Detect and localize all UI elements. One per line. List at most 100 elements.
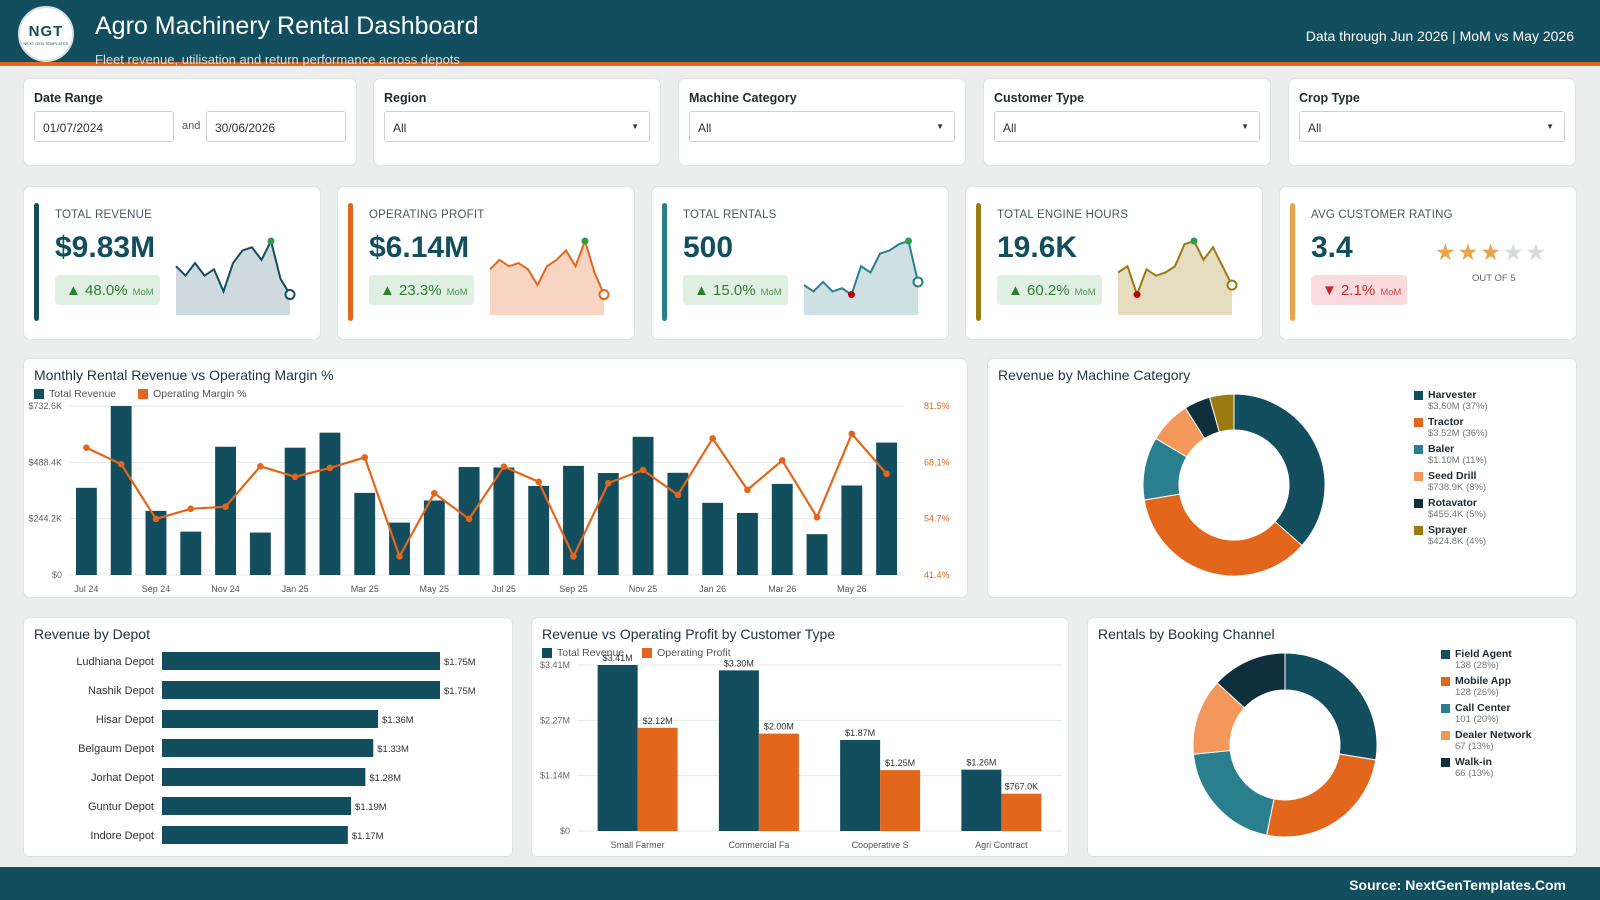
margin-point[interactable] [465,515,473,523]
profit-bar[interactable] [758,733,799,831]
margin-point[interactable] [431,489,438,497]
customer-type-select[interactable]: All ▼ [994,111,1260,142]
donut-slice[interactable] [1284,652,1378,761]
margin-point[interactable] [291,473,299,481]
donut-slice[interactable] [1233,393,1326,547]
donut-slice[interactable] [1209,393,1235,433]
revenue-bar[interactable] [961,769,1002,831]
revenue-bar[interactable] [284,447,306,575]
revenue-bar[interactable] [528,485,550,575]
margin-point[interactable] [848,430,856,438]
donut-slice[interactable] [1216,652,1286,709]
margin-point[interactable] [744,486,751,494]
margin-point[interactable] [570,553,577,560]
donut-slice[interactable] [1266,753,1377,838]
depot-bar[interactable] [162,652,440,670]
legend-swatch [138,389,149,399]
margin-point[interactable] [604,479,612,487]
logo-text: NGT [28,22,64,40]
legend-swatch [34,389,44,399]
margin-point[interactable] [222,503,229,511]
margin-point[interactable] [639,466,647,474]
revenue-bar[interactable] [180,531,202,575]
legend-item: Call Center 101 (20%) [1441,703,1531,730]
channel-donut-chart [1192,652,1378,838]
depot-bar[interactable] [162,681,440,699]
margin-point[interactable] [326,464,334,472]
revenue-bar[interactable] [737,512,758,575]
source-credit: Source: NextGenTemplates.Com [1349,877,1566,893]
start-date-input[interactable]: 01/07/2024 [34,111,174,142]
legend-item: Walk-in 66 (13%) [1441,757,1531,784]
depot-bar[interactable] [162,797,352,815]
legend-swatch [1414,391,1423,400]
machine-category-select[interactable]: All ▼ [689,111,955,142]
margin-point[interactable] [187,505,195,513]
revenue-bar[interactable] [493,467,515,575]
kpi-label: TOTAL ENGINE HOURS [997,209,1129,221]
margin-point[interactable] [257,462,264,470]
revenue-bar[interactable] [632,436,654,575]
revenue-bar[interactable] [702,502,724,575]
legend-label: Operating Profit [657,647,731,659]
donut-slice[interactable] [1143,493,1303,577]
depot-bar[interactable] [162,710,379,728]
revenue-bar[interactable] [718,670,759,831]
revenue-bar[interactable] [354,492,376,575]
legend-value: 138 (28%) [1455,660,1499,671]
revenue-bar[interactable] [319,432,341,575]
margin-point[interactable] [674,491,682,499]
panel-title: Revenue by Machine Category [998,367,1191,383]
x-tick-label: Nov 25 [629,584,658,594]
profit-bar[interactable] [637,727,678,831]
margin-point[interactable] [152,515,160,523]
revenue-bar[interactable] [215,446,236,575]
legend-value: 67 (13%) [1455,741,1494,752]
margin-point[interactable] [117,460,125,468]
revenue-bar[interactable] [841,485,863,575]
revenue-bar[interactable] [806,534,828,575]
bar-value-label: $2.12M [643,716,673,726]
margin-point[interactable] [709,435,716,442]
revenue-bar[interactable] [597,665,638,831]
depot-bar[interactable] [162,768,366,786]
legend-item: Field Agent 138 (28%) [1441,649,1531,676]
margin-point[interactable] [813,513,821,521]
legend-swatch [1414,445,1423,454]
kpi-accent-bar [662,203,667,321]
profit-bar[interactable] [1001,793,1042,831]
margin-point[interactable] [83,444,90,452]
margin-point[interactable] [500,463,508,470]
revenue-bar[interactable] [771,483,793,575]
margin-point[interactable] [535,478,542,486]
sparkline-area [1118,241,1232,315]
depot-bar[interactable] [162,826,348,844]
sparkline-area [804,241,918,315]
region-select[interactable]: All ▼ [384,111,650,142]
legend-value: 128 (26%) [1455,687,1499,698]
revenue-bar[interactable] [597,473,619,575]
revenue-bar[interactable] [249,532,271,575]
profit-bar[interactable] [880,770,921,831]
chart-legend: Total Revenue Operating Profit [542,647,731,659]
revenue-bar[interactable] [876,442,898,575]
legend-label: Seed Drill [1428,470,1477,482]
donut-slice[interactable] [1192,749,1275,836]
kpi-accent-bar [976,203,981,321]
revenue-bar[interactable] [840,739,881,831]
margin-point[interactable] [361,454,369,461]
margin-point[interactable] [883,470,890,478]
crop-type-select[interactable]: All ▼ [1299,111,1565,142]
legend-value: 101 (20%) [1455,714,1499,725]
revenue-bar[interactable] [75,487,97,575]
revenue-bar[interactable] [389,522,410,575]
margin-point[interactable] [396,553,403,560]
margin-point[interactable] [778,457,786,464]
kpi-label: AVG CUSTOMER RATING [1311,209,1453,221]
end-date-input[interactable]: 30/06/2026 [206,111,346,142]
revenue-bar[interactable] [423,500,445,575]
revenue-bar[interactable] [145,510,167,575]
revenue-bar[interactable] [110,406,132,575]
revenue-bar[interactable] [667,472,689,575]
depot-bar[interactable] [162,739,374,757]
